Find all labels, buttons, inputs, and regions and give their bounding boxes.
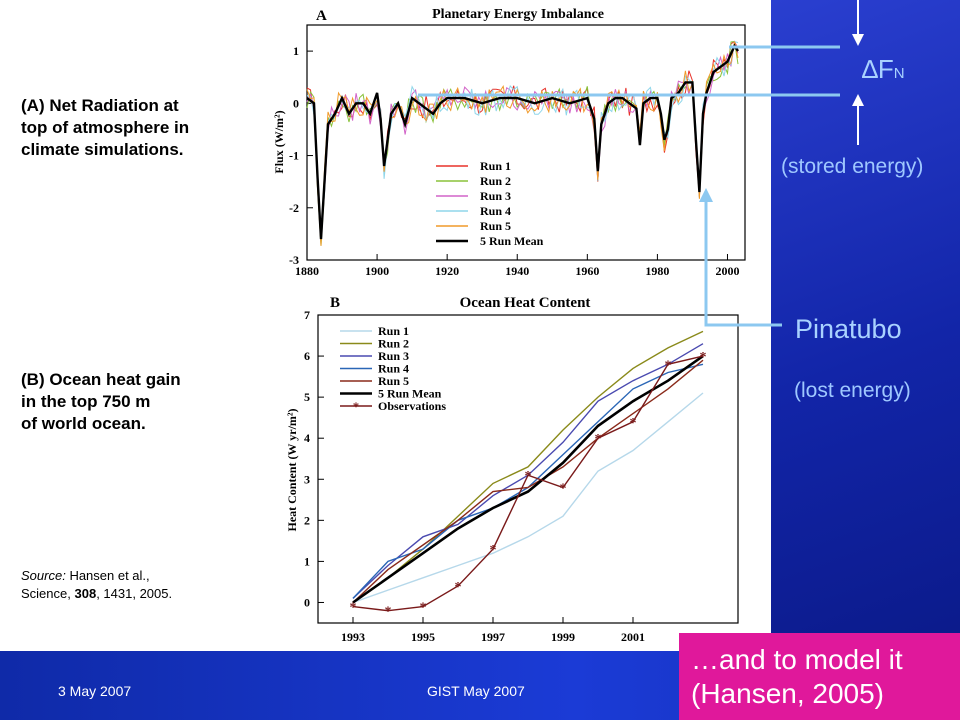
b-legend-label: Run 4	[378, 362, 409, 376]
caption-b-line3: of world ocean.	[21, 414, 146, 433]
b-series-line-1	[352, 330, 704, 604]
b-observation-point: *	[490, 543, 497, 558]
b-ytick-label: 4	[304, 431, 310, 445]
a-legend-label: Run 5	[480, 219, 511, 233]
a-legend-label: Run 1	[480, 159, 511, 173]
panel-b-ylabel: Heat Content (W yr/m²)	[285, 408, 299, 531]
panel-a-letter: A	[316, 8, 327, 24]
delta-fn-subscript: N	[893, 65, 905, 82]
arrow-down-icon	[852, 34, 864, 46]
panel-a-title: Planetary Energy Imbalance	[432, 7, 604, 22]
source-citation: Source: Hansen et al., Science, 308, 143…	[21, 567, 172, 603]
caption-a-line2: top of atmosphere in	[21, 118, 190, 137]
conclusion-box: …and to model it (Hansen, 2005)	[679, 633, 960, 720]
b-observation-point: *	[385, 605, 392, 620]
b-observation-point: *	[420, 601, 427, 616]
source-authors: Hansen et al.,	[69, 568, 150, 583]
b-legend-label: Run 3	[378, 349, 409, 363]
panel-b-title: Ocean Heat Content	[460, 295, 591, 311]
a-ytick-label: -1	[289, 149, 299, 163]
b-ytick-label: 7	[304, 308, 310, 322]
lost-energy-label: (lost energy)	[794, 379, 911, 402]
b-series-line-0	[352, 392, 704, 604]
a-xtick-label: 1880	[295, 264, 319, 278]
b-observation-point: *	[665, 358, 672, 373]
panel-b-frame	[317, 314, 739, 624]
b-legend-label: Run 1	[378, 324, 409, 338]
a-xtick-label: 2000	[715, 264, 739, 278]
panel-b-letter: B	[330, 295, 340, 311]
source-journal: Science,	[21, 586, 71, 601]
caption-b-line2: in the top 750 m	[21, 392, 151, 411]
b-ytick-label: 3	[304, 472, 310, 486]
a-legend-label: Run 4	[480, 204, 511, 218]
panel-a-ylabel: Flux (W/m²)	[272, 110, 286, 173]
a-xtick-label: 1900	[365, 264, 389, 278]
b-xtick-label: 1993	[341, 630, 365, 644]
b-legend-label: Observations	[378, 399, 446, 413]
b-legend-label: 5 Run Mean	[378, 387, 442, 401]
a-ytick-label: 1	[293, 44, 299, 58]
b-ytick-label: 1	[304, 554, 310, 568]
a-legend-label: Run 3	[480, 189, 511, 203]
b-ytick-label: 5	[304, 390, 310, 404]
b-observation-point: *	[560, 481, 567, 496]
a-xtick-label: 1980	[645, 264, 669, 278]
a-xtick-label: 1960	[575, 264, 599, 278]
stored-energy-label: (stored energy)	[781, 155, 924, 178]
arrow-up-icon	[852, 94, 864, 106]
a-legend-label: Run 2	[480, 174, 511, 188]
a-mean-line	[306, 43, 739, 240]
caption-a-line1: (A) Net Radiation at	[21, 96, 179, 115]
source-volume: 308	[74, 586, 97, 601]
b-xtick-label: 2001	[621, 630, 645, 644]
b-observation-point: *	[350, 601, 357, 616]
a-xtick-label: 1940	[505, 264, 529, 278]
b-observation-point: *	[595, 432, 602, 447]
b-series-line-4	[352, 359, 704, 604]
b-observation-point: *	[630, 416, 637, 431]
b-ytick-label: 6	[304, 349, 310, 363]
b-ytick-label: 0	[304, 595, 310, 609]
delta-fn-text: ∆F	[862, 54, 894, 84]
b-xtick-label: 1997	[481, 630, 505, 644]
footer-date: 3 May 2007	[58, 683, 132, 699]
a-legend-label: 5 Run Mean	[480, 234, 544, 248]
b-series-line-6	[352, 355, 704, 612]
b-xtick-label: 1995	[411, 630, 435, 644]
caption-a-line3: climate simulations.	[21, 140, 184, 159]
b-observation-point: *	[700, 350, 707, 365]
b-observation-point: *	[525, 469, 532, 484]
pinatubo-arrow-icon	[699, 188, 713, 202]
conclusion-line1: …and to model it	[691, 644, 903, 675]
b-ytick-label: 2	[304, 513, 310, 527]
a-xtick-label: 1920	[435, 264, 459, 278]
a-ytick-label: -2	[289, 201, 299, 215]
b-legend-label: Run 5	[378, 374, 409, 388]
source-prefix: Source:	[21, 568, 66, 583]
panel-a-frame	[306, 24, 746, 261]
pinatubo-label: Pinatubo	[795, 314, 902, 344]
conclusion-line2: (Hansen, 2005)	[691, 678, 885, 709]
pinatubo-connector	[704, 200, 782, 327]
caption-b-line1: (B) Ocean heat gain	[21, 370, 181, 389]
a-ytick-label: 0	[293, 96, 299, 110]
b-observation-point: *	[455, 580, 462, 595]
b-xtick-label: 1999	[551, 630, 575, 644]
b-legend-label: Run 2	[378, 337, 409, 351]
caption-b: (B) Ocean heat gain in the top 750 m of …	[21, 369, 181, 435]
footer-event: GIST May 2007	[427, 683, 525, 699]
a-ytick-label: -3	[289, 253, 299, 267]
b-legend-marker: *	[353, 399, 360, 414]
b-series-line-5	[352, 355, 704, 604]
delta-fn-label: ∆FN	[862, 54, 905, 85]
panel-a-bg	[263, 0, 771, 285]
source-pages: , 1431, 2005.	[96, 586, 173, 601]
right-blue-panel	[771, 0, 960, 651]
caption-a: (A) Net Radiation at top of atmosphere i…	[21, 95, 189, 161]
